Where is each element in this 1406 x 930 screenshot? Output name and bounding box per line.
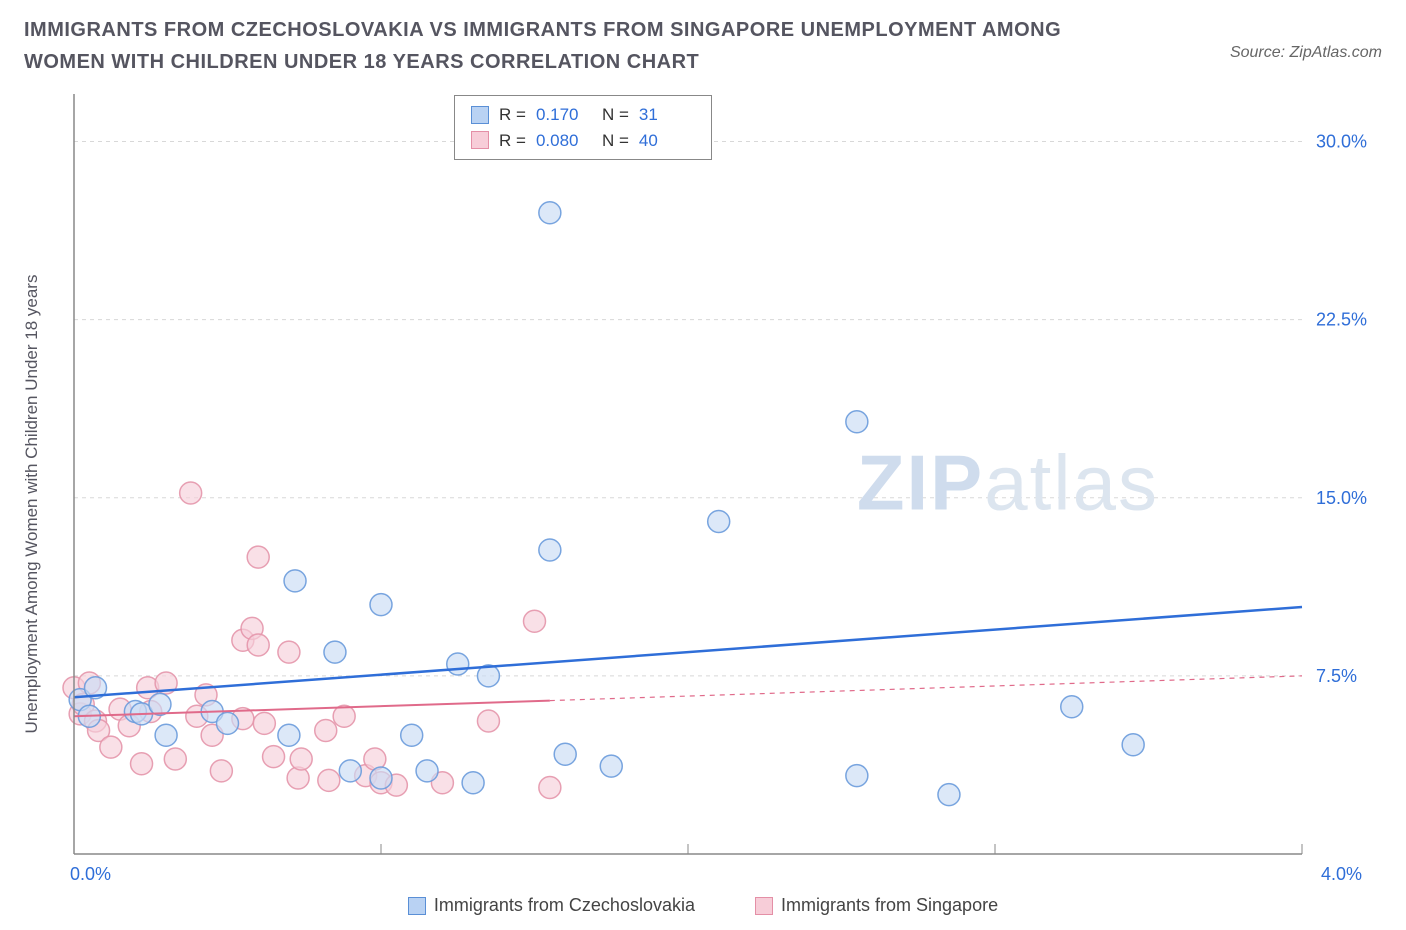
data-point: [846, 765, 868, 787]
data-point: [339, 760, 361, 782]
y-tick-label: 30.0%: [1316, 132, 1367, 152]
stats-legend-box: R = 0.170 N = 31 R = 0.080 N = 40: [454, 95, 712, 160]
data-point: [100, 736, 122, 758]
y-tick-label: 15.0%: [1316, 488, 1367, 508]
r-label: R =: [499, 102, 526, 128]
data-point: [370, 767, 392, 789]
data-point: [290, 748, 312, 770]
data-point: [600, 755, 622, 777]
data-point: [278, 641, 300, 663]
data-point: [131, 753, 153, 775]
n-label: N =: [602, 128, 629, 154]
data-point: [846, 411, 868, 433]
stats-row: R = 0.080 N = 40: [471, 128, 695, 154]
chart-container: Unemployment Among Women with Children U…: [24, 90, 1382, 918]
scatter-chart: ZIPatlas 7.5% 15.0% 22.5% 30.0% 0.0% 4.0%: [24, 90, 1382, 910]
data-point: [477, 710, 499, 732]
n-label: N =: [602, 102, 629, 128]
data-point: [318, 769, 340, 791]
bottom-legend: Immigrants from Czechoslovakia Immigrants…: [24, 895, 1382, 916]
data-point: [164, 748, 186, 770]
legend-label: Immigrants from Czechoslovakia: [434, 895, 695, 916]
data-point: [155, 724, 177, 746]
data-point: [284, 570, 306, 592]
data-point: [315, 720, 337, 742]
y-tick-label: 22.5%: [1316, 310, 1367, 330]
r-value: 0.170: [536, 102, 592, 128]
data-point: [416, 760, 438, 782]
n-value: 31: [639, 102, 695, 128]
stats-row: R = 0.170 N = 31: [471, 102, 695, 128]
legend-swatch: [471, 106, 489, 124]
data-point: [217, 712, 239, 734]
y-tick-label: 7.5%: [1316, 666, 1357, 686]
data-point: [247, 634, 269, 656]
data-point: [447, 653, 469, 675]
svg-text:ZIPatlas: ZIPatlas: [857, 439, 1159, 527]
data-point: [278, 724, 300, 746]
legend-item: Immigrants from Singapore: [755, 895, 998, 916]
y-axis-label: Unemployment Among Women with Children U…: [22, 275, 42, 734]
data-point: [149, 693, 171, 715]
data-point: [180, 482, 202, 504]
r-label: R =: [499, 128, 526, 154]
x-tick-label: 0.0%: [70, 864, 111, 884]
legend-swatch: [471, 131, 489, 149]
data-point: [1122, 734, 1144, 756]
data-point: [263, 746, 285, 768]
data-point: [938, 784, 960, 806]
source-label: Source: ZipAtlas.com: [1230, 14, 1382, 62]
legend-label: Immigrants from Singapore: [781, 895, 998, 916]
n-value: 40: [639, 128, 695, 154]
data-point: [554, 743, 576, 765]
data-point: [210, 760, 232, 782]
data-point: [462, 772, 484, 794]
data-point: [539, 202, 561, 224]
data-point: [324, 641, 346, 663]
data-point: [370, 594, 392, 616]
data-point: [539, 539, 561, 561]
legend-item: Immigrants from Czechoslovakia: [408, 895, 695, 916]
data-point: [1061, 696, 1083, 718]
data-point: [247, 546, 269, 568]
r-value: 0.080: [536, 128, 592, 154]
legend-swatch: [408, 897, 426, 915]
legend-swatch: [755, 897, 773, 915]
x-tick-label: 4.0%: [1321, 864, 1362, 884]
data-point: [708, 511, 730, 533]
data-point: [524, 610, 546, 632]
data-point: [401, 724, 423, 746]
data-point: [539, 777, 561, 799]
page-title: IMMIGRANTS FROM CZECHOSLOVAKIA VS IMMIGR…: [24, 14, 1124, 78]
data-point: [253, 712, 275, 734]
